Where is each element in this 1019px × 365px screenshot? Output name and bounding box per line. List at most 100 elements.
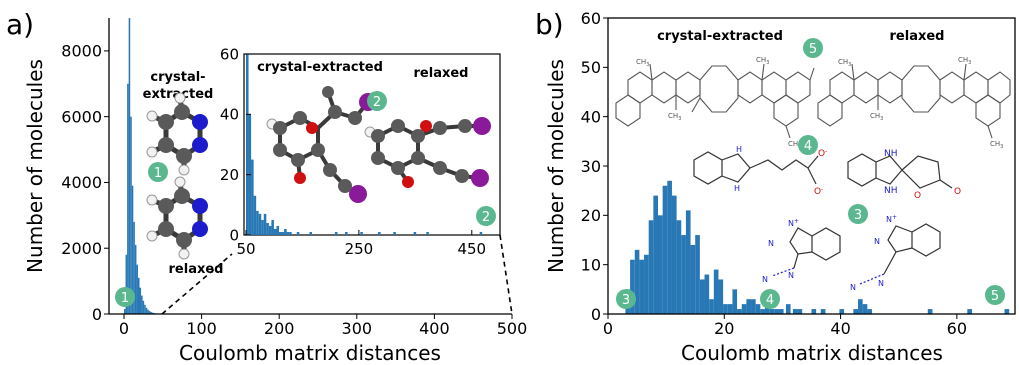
panel-a-bar-9 [137,277,140,314]
panel-b-bar-26 [746,299,752,314]
inset-ytick-label-3: 60 [220,45,239,63]
panel-b-xtick-label-3: 60 [947,319,967,338]
svg-text:3: 3 [622,293,630,308]
inset-ytick-label-0: 0 [229,226,239,244]
svg-text:5: 5 [991,289,999,304]
svg-text:CH3: CH3 [756,56,769,66]
panel-b-bar-2 [634,249,640,314]
badge-3-top: 3 [848,204,868,224]
svg-text:NH: NH [884,186,898,196]
panel-b-bar-3 [639,259,645,314]
svg-text:CH3: CH3 [958,56,971,66]
panel-a-bar-18 [151,312,154,314]
svg-text:CH3: CH3 [636,58,649,68]
panel-b-bar-28 [755,304,761,314]
inset-bar-7 [263,213,267,235]
inset-xtick-label-1: 250 [345,240,374,258]
svg-text:1: 1 [121,291,129,306]
svg-text:N+: N+ [788,218,799,228]
inset-bar-5 [258,213,262,235]
panel-b: b) 0 20 40 60 0 10 20 30 40 50 60 Coulomb matrix … [535,8,1016,365]
panel-b-ytick-label-5: 50 [581,58,601,77]
inset-bar-21 [345,231,348,235]
panel-b-bar-15 [695,235,700,314]
panel-b-xtick-label-0: 0 [603,319,613,338]
molecule-5-crystal [615,63,815,139]
panel-b-bar-38 [820,309,826,314]
inset-bar-11 [273,228,277,235]
badge-2-inset-bottom: 2 [476,206,496,226]
svg-text:4: 4 [766,293,774,308]
badge-1-bottom: 1 [115,287,135,307]
panel-a-crystal-label-line1: crystal- [150,70,205,85]
panel-b-bar-13 [685,210,691,314]
inset-bar-8 [266,222,269,235]
panel-a-bar-2 [127,83,129,314]
inset-y-ticks: 0 20 40 60 [220,45,251,244]
inset-bar-25 [413,231,417,235]
panel-b-label: b) [535,8,564,41]
panel-b-bar-43 [867,309,872,314]
panel-a-bar-1 [125,254,128,314]
panel-b-ytick-label-3: 30 [581,157,601,176]
panel-b-bar-17 [704,274,710,314]
panel-a-xlabel: Coulomb matrix distances [179,341,441,365]
molecule-3-crystal: N+ N N N [762,218,841,284]
panel-b-bar-14 [690,244,696,314]
panel-a-ytick-label-4: 8000 [61,42,102,61]
svg-text:O-: O- [814,186,823,197]
inset-ytick-label-1: 20 [220,166,239,184]
inset-bar-20 [334,231,338,235]
panel-a-bar-16 [148,311,151,314]
panel-a-bars [124,18,163,314]
panel-a-label: a) [6,8,34,41]
svg-text:2: 2 [373,95,381,110]
panel-a-bar-15 [147,309,149,314]
svg-text:N+: N+ [886,214,897,224]
panel-b-bar-6 [653,195,658,314]
panel-b-bar-19 [713,269,719,314]
inset-bar-2 [251,159,254,235]
panel-b-crystal-label: crystal-extracted [657,29,783,44]
panel-a-bar-4 [130,116,132,314]
panel-b-bar-1 [630,259,635,314]
panel-a-bar-5 [131,185,134,314]
panel-a-ytick-label-3: 6000 [61,107,102,126]
panel-a-bar-13 [144,304,146,314]
inset-x-ticks: 50 250 450 [236,230,486,258]
panel-a-ylabel: Number of molecules [23,59,47,273]
panel-b-bars [625,180,1010,314]
panel-b-bar-33 [778,309,784,314]
svg-text:CH3: CH3 [870,112,883,122]
panel-b-bar-37 [811,309,817,314]
molecule-5-relaxed-labels: CH3 CH3 CH3 CH3 [838,56,1003,150]
panel-b-ylabel: Number of molecules [544,59,568,273]
panel-b-bar-42 [862,304,868,314]
molecule-4-crystal: H H O- O- [693,145,827,197]
badge-1-top: 1 [148,162,168,182]
inset-bar-17 [289,231,292,235]
inset-chart: 50 250 450 0 20 40 60 crystal-extracted relax… [220,45,501,258]
panel-b-bar-9 [667,180,672,314]
svg-text:CH3: CH3 [838,58,851,68]
panel-b-bar-39 [839,309,845,314]
inset-bar-27 [479,231,483,235]
molecule-1-crystal [146,92,208,176]
panel-b-bar-46 [1004,309,1010,314]
panel-a-ytick-label-2: 4000 [61,173,102,192]
panel-b-x-ticks: 0 20 40 60 [603,314,967,338]
inset-bar-24 [393,231,396,235]
panel-b-bar-20 [718,279,724,314]
badge-3-bottom: 3 [616,289,636,309]
inset-bar-22 [360,231,363,235]
inset-bar-16 [286,231,290,235]
panel-b-bar-27 [751,299,756,314]
panel-b-ytick-label-6: 60 [581,9,601,28]
badge-4-bottom: 4 [760,289,780,309]
panel-a-bar-14 [145,307,148,314]
inset-xtick-label-2: 450 [457,240,486,258]
panel-a-bar-8 [136,264,138,314]
inset-bar-9 [268,225,272,235]
